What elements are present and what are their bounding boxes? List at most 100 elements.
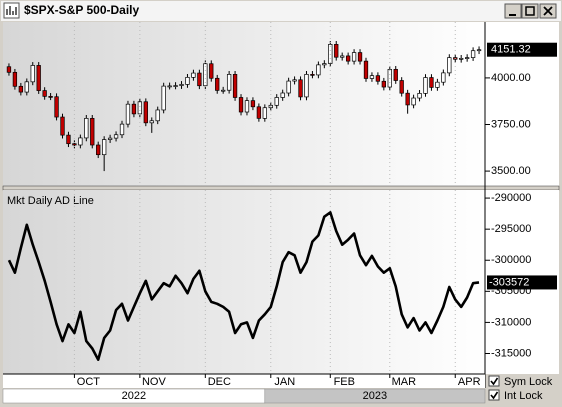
- candle-body: [256, 106, 262, 119]
- candle-body: [12, 71, 18, 87]
- candle-body: [197, 72, 202, 87]
- checkbox[interactable]: [488, 389, 500, 401]
- candle-body: [6, 66, 12, 73]
- candle-body: [107, 137, 113, 140]
- candle-body: [30, 65, 35, 83]
- candle-body: [405, 92, 410, 106]
- candle-body: [179, 84, 184, 86]
- candle-body: [36, 65, 41, 91]
- ad-line: [7, 211, 480, 361]
- candle-body: [304, 74, 309, 98]
- candle-body: [381, 80, 386, 88]
- panel-divider: [2, 185, 560, 191]
- candle-body: [429, 77, 434, 88]
- candle-body: [149, 120, 154, 124]
- candle-body: [328, 44, 333, 64]
- candle-body: [72, 143, 77, 146]
- x-tick-label: NOV: [142, 376, 167, 388]
- candle-body: [274, 97, 279, 106]
- candle-body: [167, 85, 172, 88]
- candle-body: [54, 96, 59, 118]
- candle-body: [90, 117, 95, 146]
- candle-body: [226, 74, 232, 91]
- candle-body: [113, 134, 119, 139]
- candle-body: [310, 74, 315, 76]
- candle-body: [155, 109, 160, 122]
- maximize-button[interactable]: [521, 3, 539, 19]
- candle-body: [447, 57, 452, 74]
- candle-body: [435, 81, 440, 88]
- candle-body: [459, 57, 464, 60]
- candle-body: [102, 139, 107, 156]
- candle-body: [286, 80, 291, 94]
- candle-body: [60, 116, 65, 136]
- candle-body: [345, 55, 351, 62]
- candle-body: [125, 103, 131, 125]
- candle-body: [143, 101, 148, 124]
- candle-body: [357, 52, 363, 62]
- y-tick-label: 4000.00: [491, 72, 531, 84]
- y-tick-label: -315000: [491, 347, 531, 359]
- candle-body: [393, 68, 398, 81]
- candle-body: [262, 107, 267, 119]
- candle-body: [48, 96, 53, 98]
- candle-body: [161, 85, 166, 111]
- candle-body: [232, 74, 238, 98]
- candle-body: [292, 79, 297, 82]
- candle-body: [316, 64, 321, 76]
- last-value-label: 4151.32: [491, 44, 531, 56]
- last-value-label: -303572: [489, 276, 529, 288]
- y-tick-label: -300000: [491, 254, 531, 266]
- window-title: $SPX-S&P 500-Daily: [24, 3, 139, 17]
- candle-body: [215, 77, 220, 91]
- last-value-tag: [487, 275, 557, 290]
- candle-body: [322, 63, 327, 66]
- candle-body: [137, 101, 143, 115]
- candle-body: [131, 103, 137, 115]
- x-tick-label: OCT: [77, 376, 101, 388]
- candle-body: [209, 63, 214, 79]
- checkmark: [490, 377, 499, 386]
- close-glyph: [543, 6, 553, 16]
- candle-body: [298, 79, 303, 98]
- maximize-glyph: [525, 6, 535, 16]
- candle-body: [42, 90, 47, 97]
- candle-body: [24, 81, 29, 93]
- candle-body: [244, 100, 250, 113]
- candle-body: [334, 44, 339, 58]
- candle-body: [119, 123, 125, 136]
- candle-body: [221, 89, 226, 92]
- candle-body: [476, 49, 482, 52]
- candle-body: [399, 80, 404, 94]
- x-tick-label: APR: [458, 376, 481, 388]
- checkbox[interactable]: [488, 375, 500, 387]
- candle-body: [411, 97, 416, 106]
- window-icon-glyph: [6, 6, 17, 15]
- window-buttons: [504, 3, 557, 19]
- candle-body: [173, 85, 178, 87]
- candle-body: [363, 60, 369, 79]
- candle-body: [351, 52, 357, 62]
- checkmark: [490, 391, 499, 400]
- candle-body: [185, 76, 190, 85]
- x-tick-label: MAR: [392, 376, 417, 388]
- x-tick-label: FEB: [334, 376, 355, 388]
- candle-body: [78, 137, 83, 146]
- candle-body: [18, 85, 24, 93]
- candle-body: [369, 75, 375, 79]
- year-label: 2023: [363, 390, 387, 402]
- ad-panel: [3, 190, 485, 374]
- panel-title: Mkt Daily AD Line: [7, 195, 94, 207]
- y-tick-label: -290000: [491, 192, 531, 204]
- candle-body: [191, 72, 196, 78]
- candle-body: [375, 75, 381, 82]
- candle-body: [417, 93, 422, 99]
- candle-body: [340, 55, 345, 58]
- candle-body: [441, 72, 446, 83]
- candle-body: [66, 134, 71, 145]
- candle-body: [280, 92, 285, 98]
- title-bar: [1, 1, 561, 21]
- last-value-tag: [487, 42, 557, 57]
- y-tick-label: 3750.00: [491, 118, 531, 130]
